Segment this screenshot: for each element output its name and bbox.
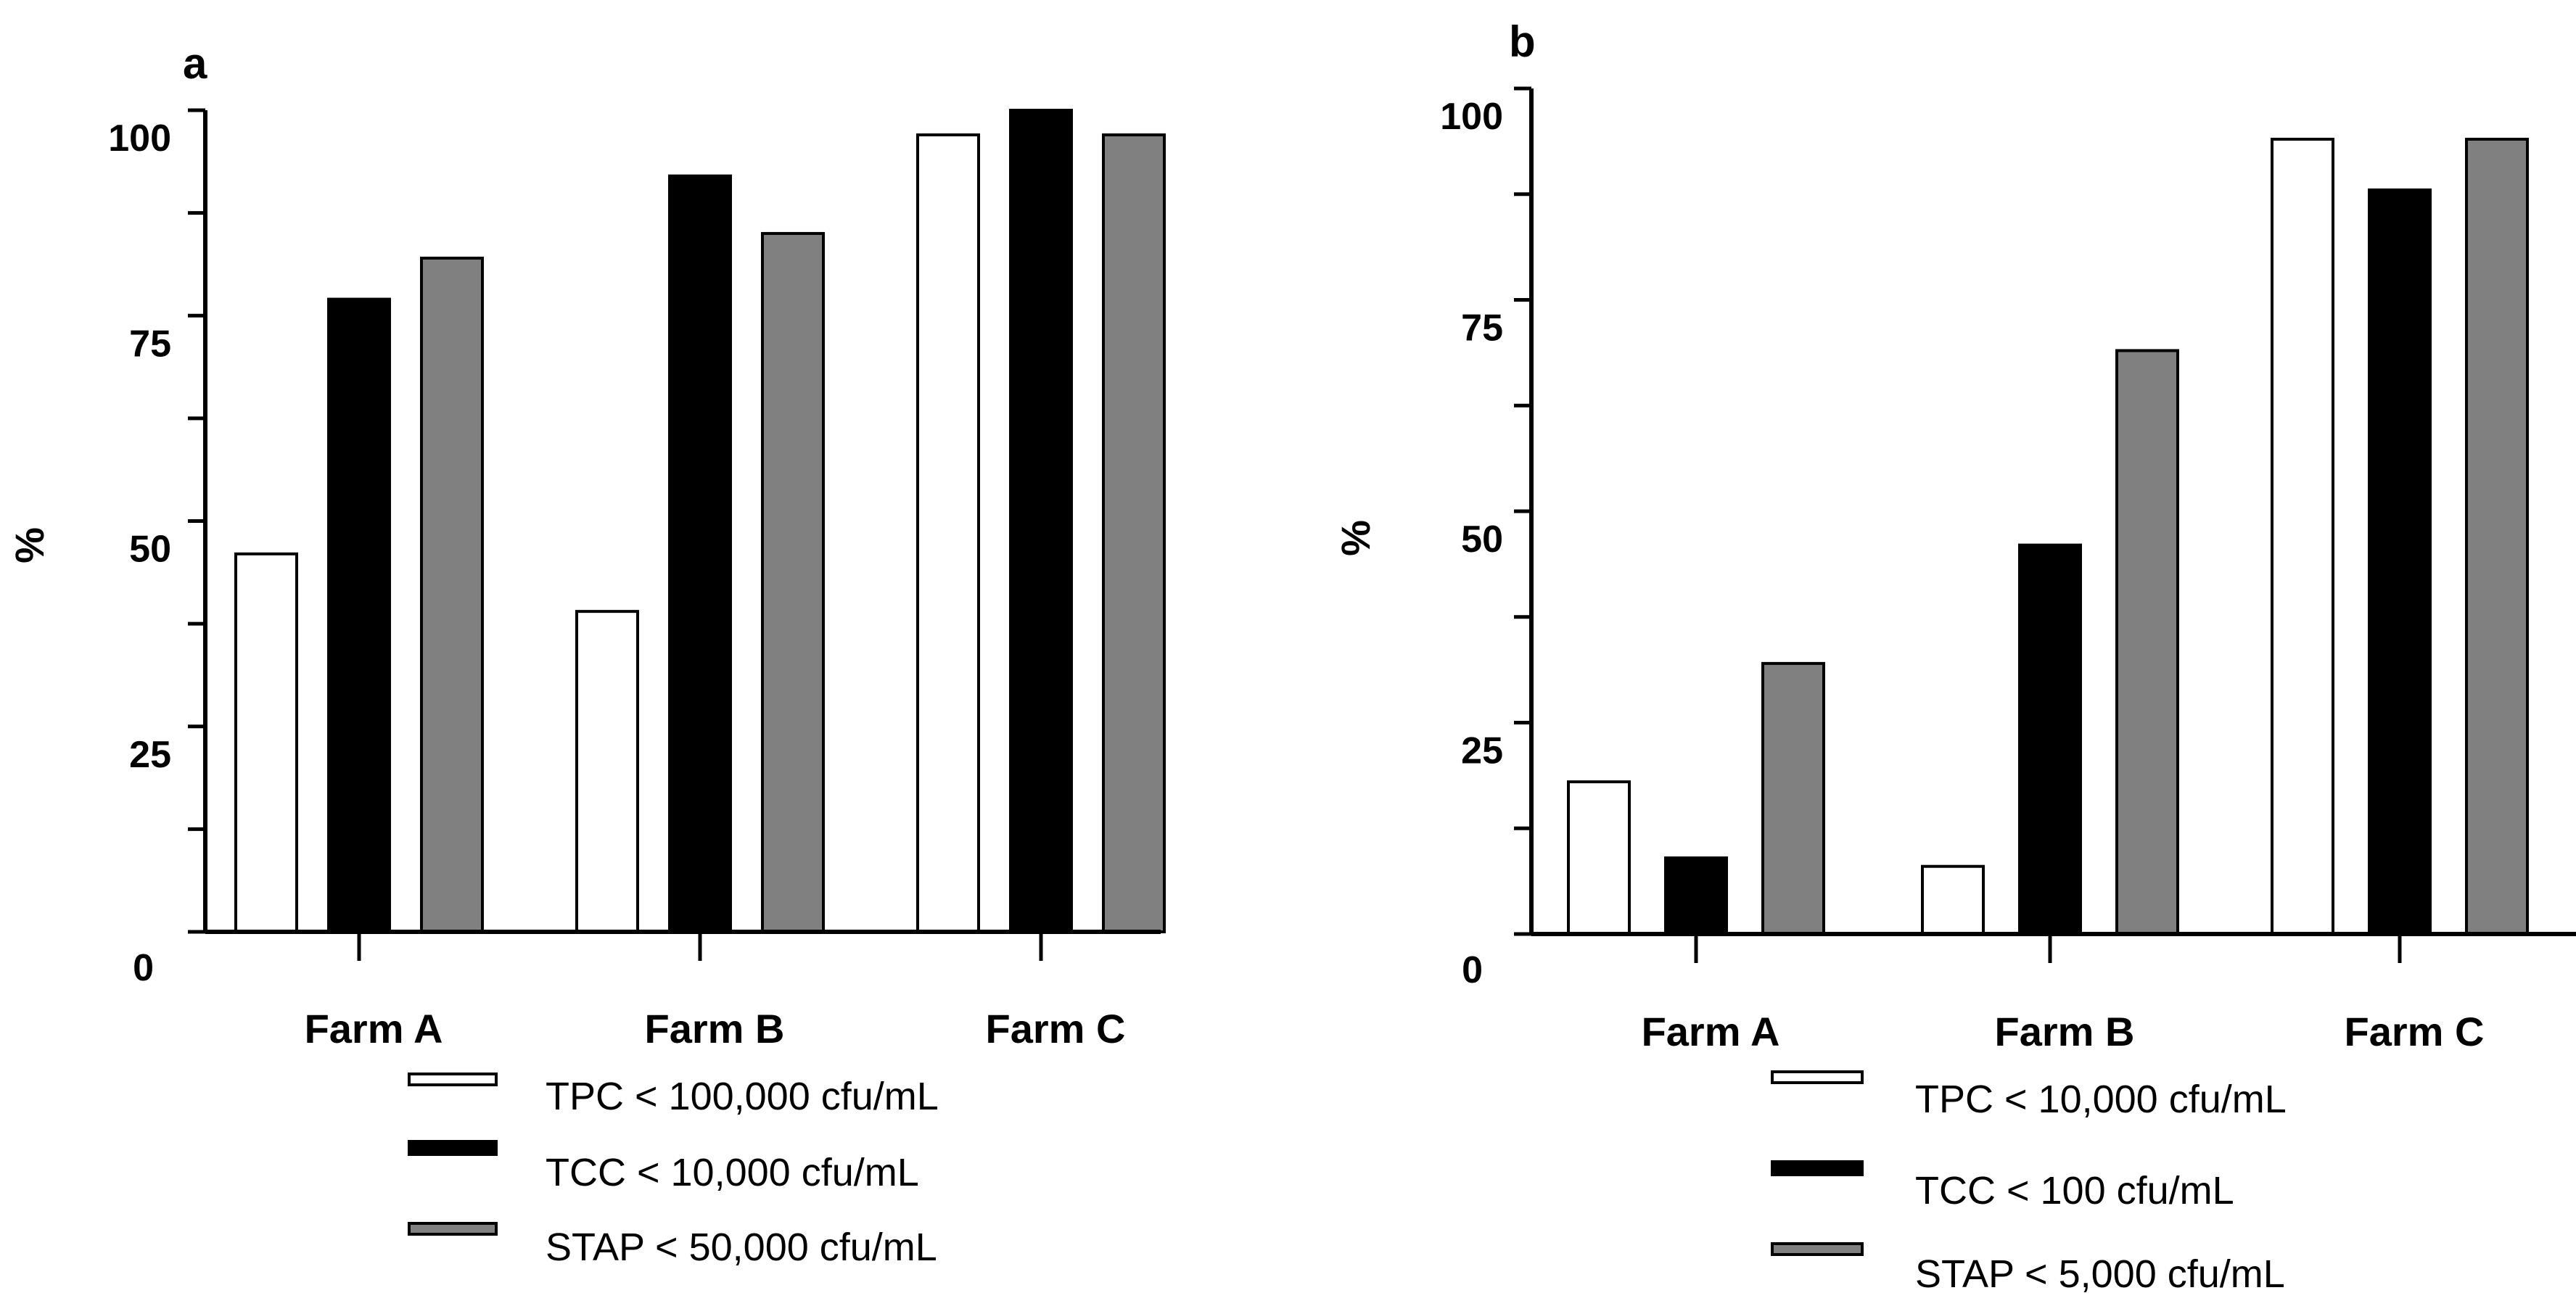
- legend-label: TPC < 10,000 cfu/mL: [1915, 1078, 2287, 1121]
- y-axis-label: %: [1333, 520, 1378, 556]
- bar: [1664, 856, 1728, 936]
- bar: [2368, 188, 2432, 935]
- legend-label: TPC < 100,000 cfu/mL: [546, 1075, 939, 1118]
- bar: [1102, 133, 1166, 934]
- bar: [2115, 349, 2179, 935]
- legend-label: TCC < 100 cfu/mL: [1915, 1169, 2234, 1212]
- bar: [2018, 543, 2082, 935]
- bar: [916, 133, 980, 934]
- x-tick-label: Farm C: [986, 1006, 1126, 1051]
- legend-swatch: [408, 1140, 498, 1156]
- bar: [1567, 780, 1631, 935]
- bar: [2271, 137, 2334, 936]
- legend-label: STAP < 50,000 cfu/mL: [546, 1226, 937, 1269]
- bar: [420, 256, 484, 933]
- bar: [2465, 137, 2529, 936]
- x-tick-label: Farm A: [1642, 1009, 1780, 1054]
- y-tick-label: 75: [1461, 307, 1503, 350]
- y-tick-label: 100: [1440, 96, 1503, 138]
- y-tick-label: 0: [1462, 949, 1483, 991]
- panel-b: b 0 25 50 75 100% Farm A Farm B Farm C TPC < 10,…: [1333, 17, 2576, 1296]
- x-tick-label: Farm A: [305, 1006, 443, 1051]
- bar: [668, 174, 732, 933]
- legend-label: STAP < 5,000 cfu/mL: [1915, 1252, 2285, 1296]
- bar: [234, 552, 298, 933]
- y-tick-label: 50: [129, 529, 171, 571]
- panel-a: a 0 25 50 75 100% Farm A Farm B Farm C TPC < 100…: [7, 39, 1166, 1269]
- bar: [1009, 109, 1073, 933]
- panel-letter: b: [1509, 17, 1536, 66]
- y-tick-label: 25: [1461, 730, 1503, 772]
- x-tick-label: Farm B: [1995, 1009, 2135, 1054]
- bar: [327, 297, 391, 933]
- bar: [575, 610, 639, 933]
- y-tick-label: 75: [129, 323, 171, 365]
- legend-swatch: [1771, 1160, 1864, 1176]
- panel-letter: a: [183, 39, 207, 88]
- legend-label: TCC < 10,000 cfu/mL: [546, 1151, 919, 1194]
- y-tick-label: 25: [129, 734, 171, 776]
- legend-swatch: [408, 1222, 498, 1236]
- legend-swatch: [1771, 1070, 1864, 1084]
- y-tick-label: 50: [1461, 518, 1503, 561]
- bar: [1921, 864, 1985, 935]
- x-tick-label: Farm C: [2345, 1009, 2485, 1054]
- bar: [1761, 661, 1825, 935]
- y-axis-label: %: [7, 527, 52, 563]
- x-tick-label: Farm B: [645, 1006, 785, 1051]
- y-tick-label: 100: [108, 117, 171, 160]
- legend-swatch: [408, 1073, 498, 1086]
- legend-swatch: [1771, 1242, 1864, 1256]
- y-tick-label: 0: [133, 947, 154, 989]
- bar: [761, 231, 825, 933]
